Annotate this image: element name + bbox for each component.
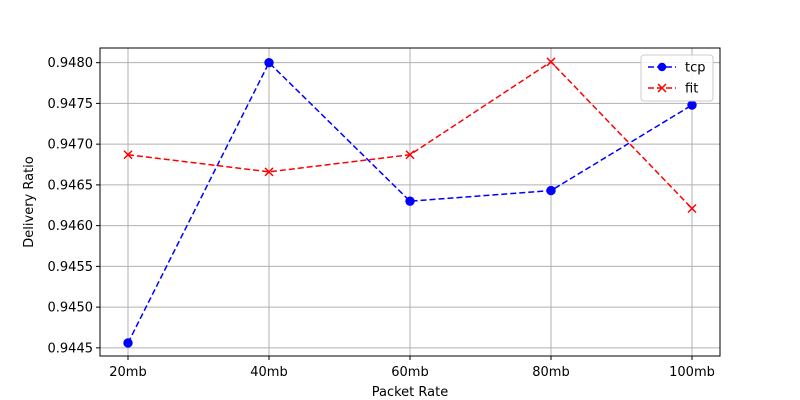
data-point-fit: [687, 203, 697, 214]
x-tick-label: 60mb: [391, 365, 428, 380]
data-point-tcp: [264, 57, 274, 68]
x-tick-label: 40mb: [250, 365, 287, 380]
x-axis-label: Packet Rate: [372, 385, 448, 400]
y-tick-label: 0.9445: [48, 341, 94, 356]
y-tick-label: 0.9460: [48, 219, 94, 234]
grid-lines: [100, 48, 720, 356]
series-tcp: [123, 57, 697, 348]
x-tick-label: 100mb: [669, 365, 715, 380]
data-point-fit: [123, 150, 133, 160]
y-tick-label: 0.9470: [48, 138, 94, 153]
x-marker-stroke: [264, 167, 274, 177]
x-marker-stroke: [123, 150, 133, 160]
data-point-tcp: [123, 338, 133, 348]
legend-label: tcp: [685, 61, 706, 76]
data-point-fit: [546, 57, 556, 67]
x-axis-ticks: 20mb 40mb 60mb 80mb 100mb: [109, 356, 715, 380]
y-axis-ticks: 0.9445 0.9450 0.9455 0.9460 0.9465 0.9470 0.94…: [48, 56, 100, 356]
data-point-fit: [405, 150, 415, 160]
legend-marker: [657, 83, 667, 93]
y-tick-label: 0.9465: [48, 178, 94, 193]
x-marker-stroke: [405, 150, 415, 160]
y-tick-label: 0.9455: [48, 260, 94, 275]
legend-item-tcp: tcp: [648, 61, 706, 76]
x-marker-stroke: [687, 203, 697, 214]
data-point-fit: [264, 167, 274, 177]
legend-marker: [657, 62, 667, 72]
legend-item-fit: fit: [648, 82, 698, 97]
series-layer: [123, 57, 697, 348]
y-tick-label: 0.9450: [48, 301, 94, 316]
data-point-tcp: [546, 185, 556, 196]
x-marker-stroke: [546, 57, 556, 67]
data-point-tcp: [687, 100, 697, 110]
legend: tcp fit: [640, 54, 714, 102]
y-axis-label: Delivery Ratio: [22, 156, 37, 248]
x-tick-label: 80mb: [532, 365, 569, 380]
x-tick-label: 20mb: [109, 365, 146, 380]
legend-label: fit: [685, 82, 698, 97]
y-tick-label: 0.9480: [48, 56, 94, 71]
data-point-tcp: [405, 196, 415, 206]
series-line-tcp: [127, 61, 693, 344]
y-tick-label: 0.9475: [48, 97, 94, 112]
series-fit: [123, 57, 697, 214]
